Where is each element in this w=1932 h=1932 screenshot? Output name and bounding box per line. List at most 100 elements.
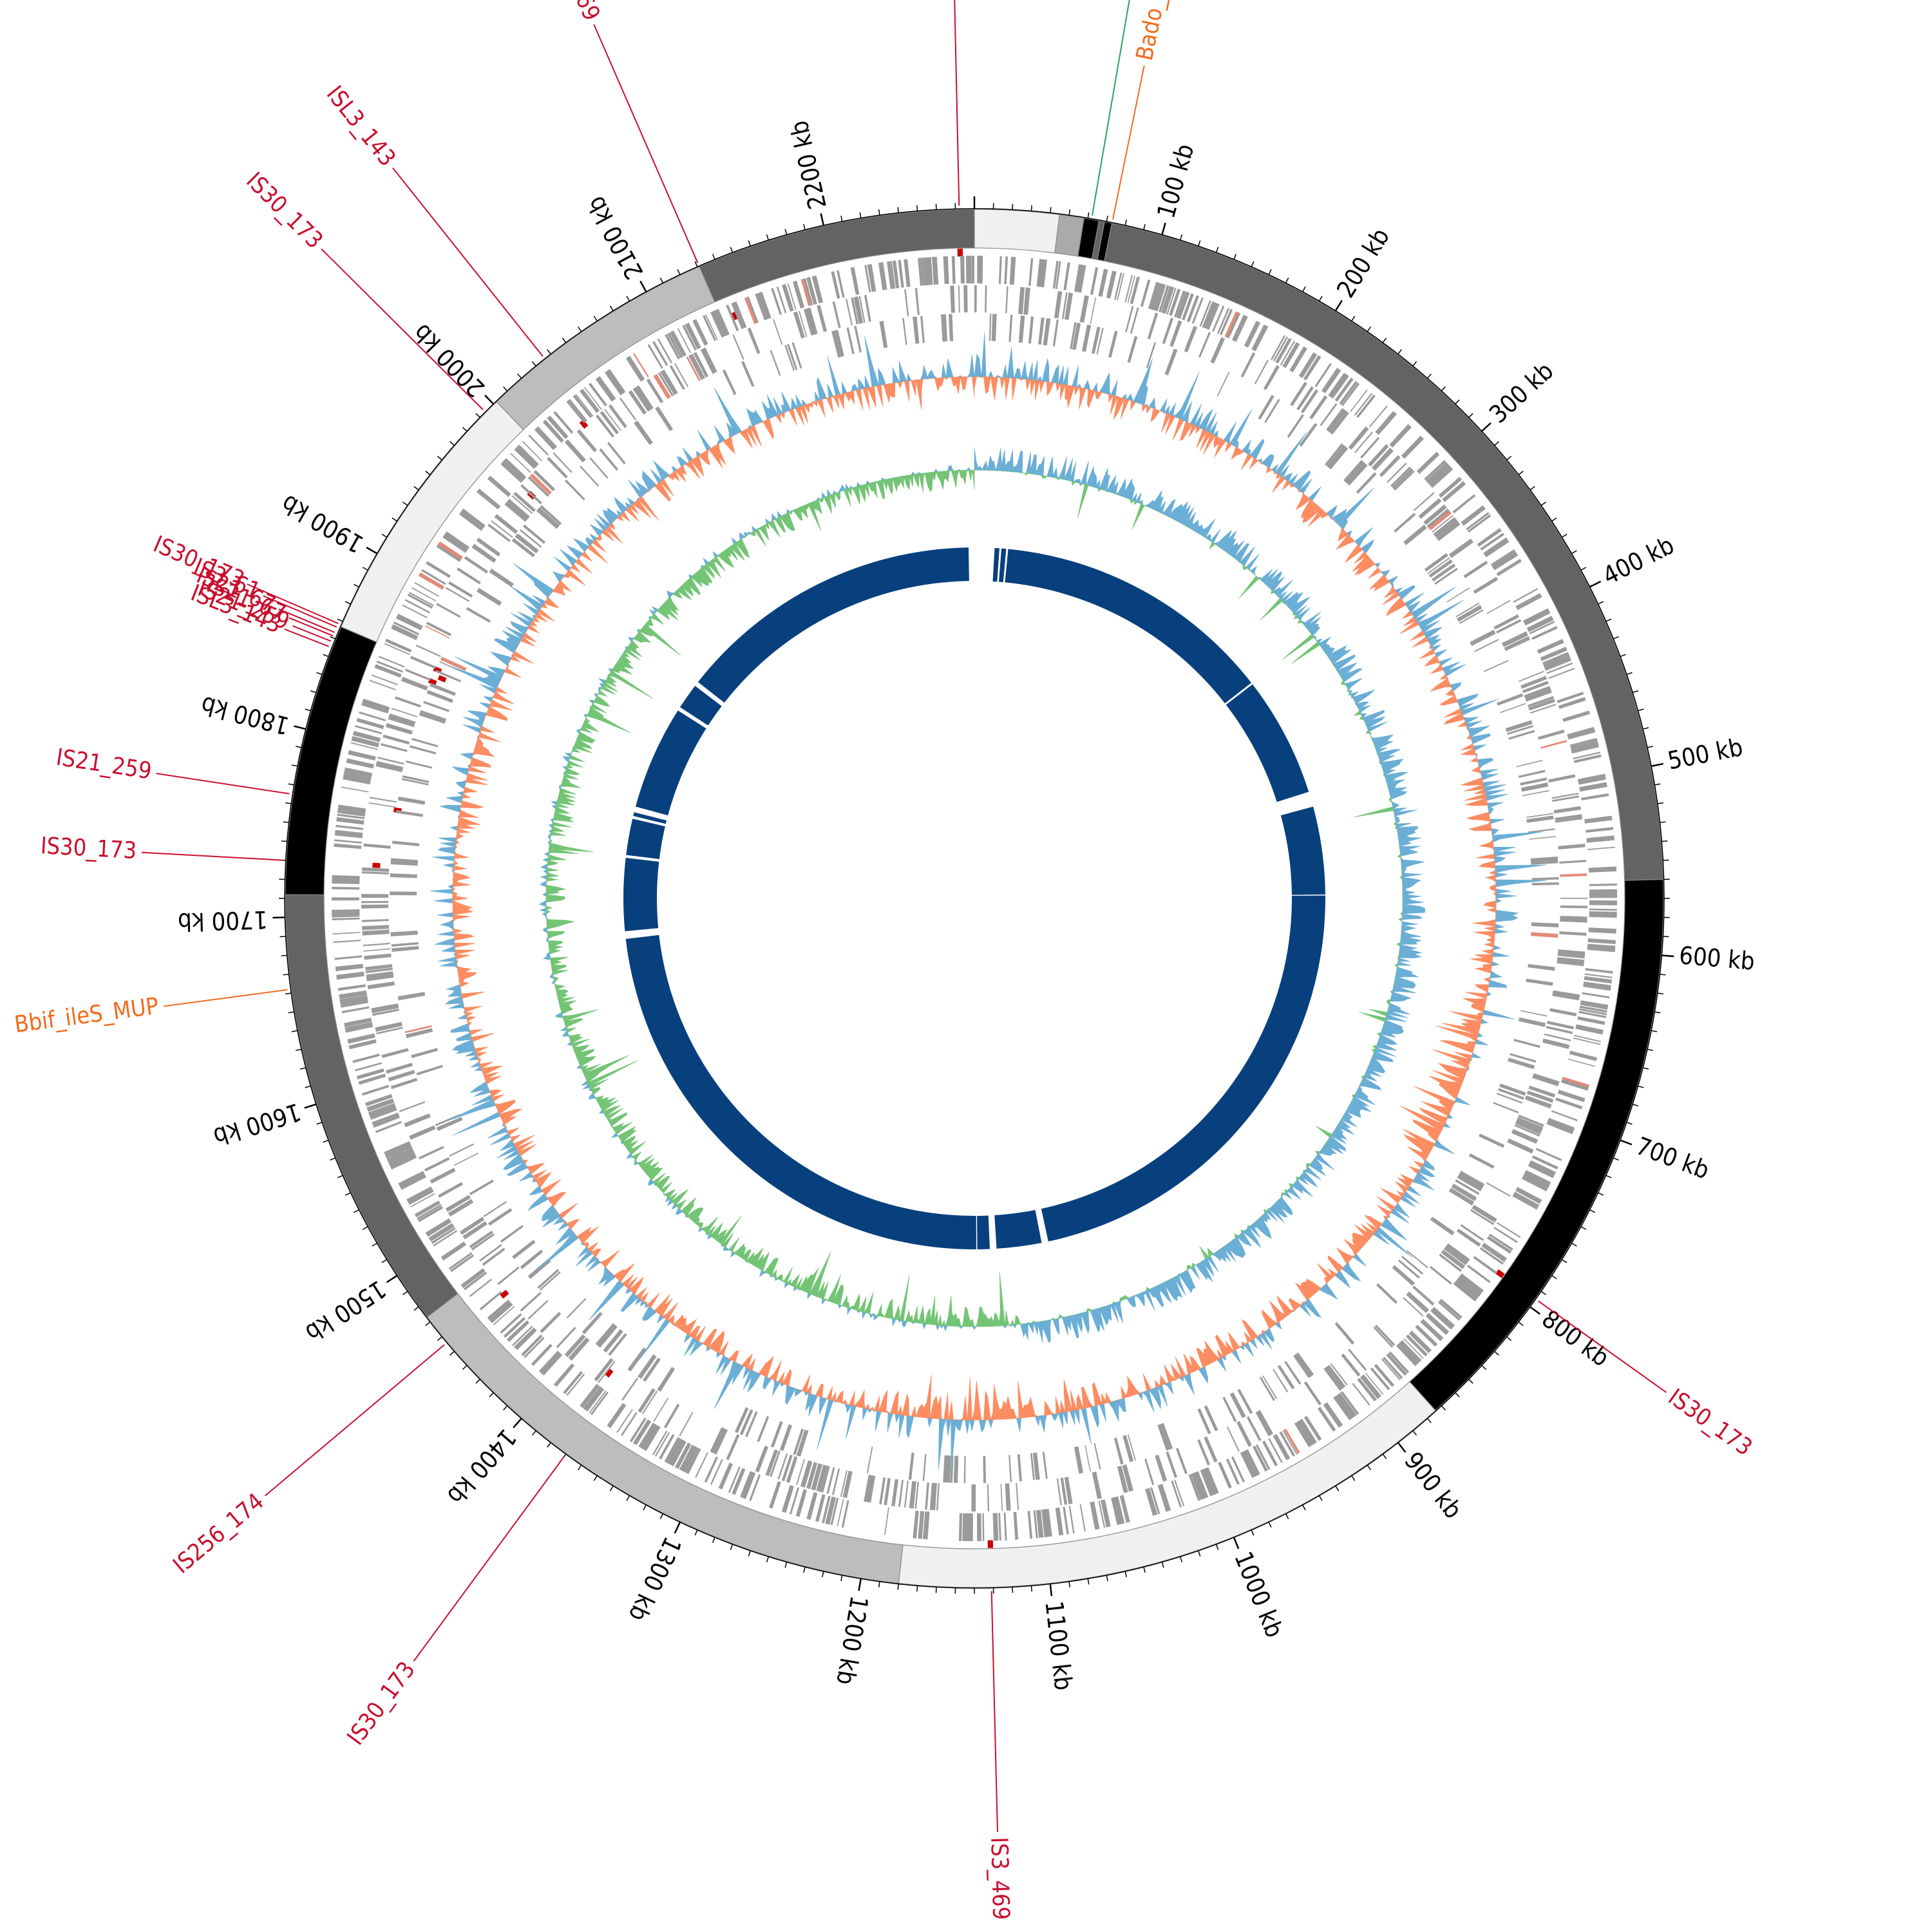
cds-feature — [1573, 754, 1602, 763]
cds-feature — [641, 1390, 658, 1414]
blast-block-11 — [626, 819, 665, 860]
cds-feature — [1090, 297, 1097, 325]
minor-tick — [1580, 567, 1587, 571]
minor-tick — [1382, 337, 1387, 343]
minor-tick — [305, 1085, 311, 1088]
cds-feature — [1275, 337, 1292, 364]
tick-label: 2100 kb — [582, 191, 649, 284]
cds-feature — [1258, 395, 1274, 420]
cds-feature — [1298, 352, 1318, 379]
minor-tick — [1638, 1085, 1644, 1088]
cds-feature — [757, 292, 772, 319]
cds-feature — [1560, 897, 1588, 899]
cds-feature — [1496, 1222, 1521, 1238]
cds-feature — [390, 931, 418, 937]
minor-tick — [1412, 361, 1417, 366]
cds-feature — [365, 964, 393, 971]
cds-feature — [1578, 776, 1606, 785]
cds-feature — [653, 1397, 669, 1422]
cds-feature — [1354, 393, 1373, 416]
is-marker — [957, 249, 963, 257]
cds-feature — [1559, 860, 1587, 864]
cds-feature — [372, 1112, 399, 1125]
cds-feature — [384, 1141, 412, 1157]
minor-tick — [281, 840, 287, 842]
cds-feature — [375, 1121, 402, 1133]
cds-feature — [1339, 381, 1358, 405]
cds-feature — [1456, 1278, 1481, 1298]
cds-feature — [641, 1424, 658, 1450]
minor-tick — [1551, 1275, 1557, 1280]
cds-feature — [385, 723, 413, 735]
cds-feature — [553, 411, 574, 434]
cds-feature — [1483, 659, 1509, 672]
cds-feature — [1294, 1423, 1310, 1448]
cds-feature — [598, 1361, 616, 1383]
cds-feature — [796, 1459, 805, 1486]
cds-feature — [1444, 1245, 1469, 1265]
cds-feature — [1406, 1250, 1428, 1269]
cds-feature — [540, 1311, 562, 1334]
cds-feature — [994, 314, 997, 341]
cds-feature — [1523, 608, 1549, 624]
cds-feature — [1458, 1173, 1484, 1189]
cds-feature — [540, 505, 562, 526]
cds-feature — [339, 995, 368, 1003]
cds-feature — [936, 1483, 940, 1511]
cds-feature — [589, 383, 607, 407]
cds-feature — [336, 818, 365, 825]
minor-tick — [310, 690, 317, 694]
cds-feature — [989, 314, 992, 341]
blast-block-13 — [635, 710, 706, 816]
cds-feature — [1146, 342, 1157, 368]
cds-feature — [806, 1492, 818, 1520]
cds-feature — [653, 374, 671, 399]
minor-tick — [803, 1567, 806, 1573]
cds-feature — [428, 1223, 455, 1242]
cds-feature — [846, 327, 855, 354]
minor-tick — [1481, 1365, 1487, 1370]
cds-feature — [1520, 777, 1548, 786]
cds-feature — [776, 286, 787, 314]
cds-feature — [419, 1146, 444, 1160]
cds-feature — [1522, 681, 1549, 694]
minor-tick — [1030, 205, 1032, 211]
cds-feature — [806, 277, 817, 305]
cds-feature — [401, 778, 429, 786]
cds-feature — [375, 1021, 402, 1030]
cds-feature — [688, 354, 705, 380]
cds-feature — [334, 955, 363, 960]
cds-feature — [1567, 1058, 1595, 1067]
cds-feature — [1340, 1391, 1359, 1415]
cds-feature — [1231, 1456, 1245, 1482]
cds-feature — [1365, 1372, 1384, 1395]
cds-feature — [1498, 1088, 1524, 1100]
cds-feature — [1513, 588, 1539, 603]
cds-feature — [348, 1039, 377, 1050]
is-marker — [437, 675, 447, 683]
minor-tick — [803, 223, 806, 230]
minor-tick — [1068, 209, 1071, 216]
cds-feature — [522, 440, 543, 462]
minor-tick — [1571, 550, 1577, 554]
cds-feature — [837, 270, 845, 298]
cds-feature — [951, 256, 956, 284]
blast-homology-ring — [623, 547, 1325, 1249]
minor-tick — [1506, 455, 1512, 460]
minor-tick — [730, 247, 734, 253]
cds-feature — [1360, 437, 1380, 459]
cds-feature — [1528, 828, 1555, 833]
cds-feature — [1060, 1477, 1068, 1505]
cds-feature — [1483, 537, 1509, 557]
cds-feature — [536, 426, 557, 448]
cds-feature — [918, 1511, 925, 1539]
cds-feature — [419, 710, 447, 722]
cds-feature — [1326, 444, 1346, 468]
cds-feature — [932, 1482, 937, 1511]
leader-line — [163, 989, 288, 1007]
cds-feature — [372, 1009, 399, 1016]
cds-feature — [853, 296, 864, 324]
cds-feature — [1300, 389, 1319, 413]
cds-feature — [426, 690, 453, 703]
cds-feature — [520, 1249, 544, 1269]
